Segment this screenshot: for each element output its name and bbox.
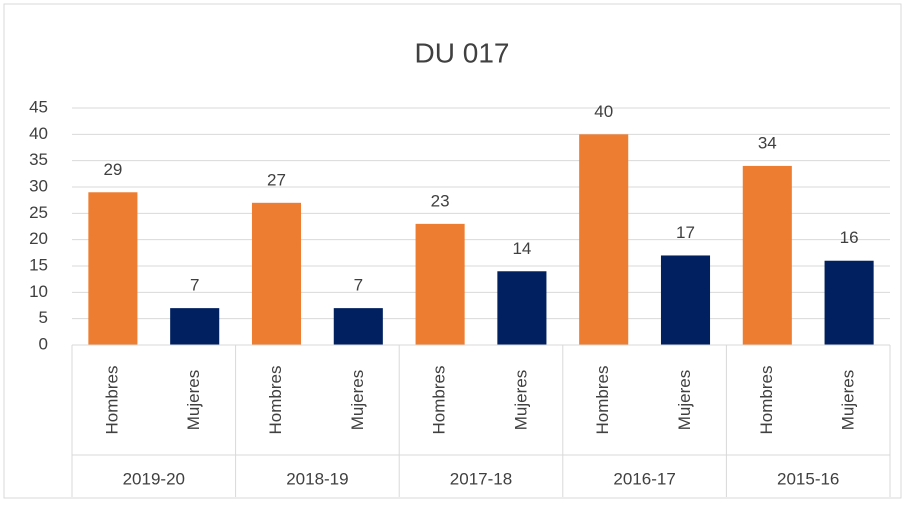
y-tick-label: 5 bbox=[39, 308, 48, 327]
y-tick-label: 30 bbox=[29, 176, 48, 195]
data-label: 17 bbox=[676, 223, 695, 242]
data-label: 29 bbox=[103, 160, 122, 179]
bar bbox=[579, 134, 629, 345]
x-tick-label: Hombres bbox=[266, 366, 285, 435]
bar bbox=[824, 260, 874, 345]
data-label: 34 bbox=[758, 133, 777, 152]
group-label: 2019-20 bbox=[123, 469, 185, 488]
x-tick-label: Mujeres bbox=[511, 370, 530, 430]
x-tick-label: Hombres bbox=[430, 366, 449, 435]
group-label: 2015-16 bbox=[777, 469, 839, 488]
group-label: 2016-17 bbox=[613, 469, 675, 488]
x-tick-label: Mujeres bbox=[184, 370, 203, 430]
data-label: 16 bbox=[840, 228, 859, 247]
y-tick-label: 20 bbox=[29, 229, 48, 248]
data-label: 7 bbox=[354, 276, 363, 295]
x-tick-label: Hombres bbox=[593, 366, 612, 435]
data-label: 23 bbox=[431, 191, 450, 210]
data-label: 27 bbox=[267, 170, 286, 189]
y-tick-label: 45 bbox=[29, 97, 48, 116]
bar bbox=[415, 223, 465, 345]
bar bbox=[742, 165, 792, 345]
data-label: 14 bbox=[512, 239, 531, 258]
data-label: 40 bbox=[594, 102, 613, 121]
y-tick-label: 0 bbox=[39, 334, 48, 353]
chart-title: DU 017 bbox=[415, 37, 510, 68]
x-tick-label: Mujeres bbox=[348, 370, 367, 430]
bar bbox=[251, 202, 302, 345]
bar bbox=[497, 271, 547, 345]
y-tick-label: 15 bbox=[29, 255, 48, 274]
y-tick-label: 10 bbox=[29, 282, 48, 301]
bar bbox=[170, 308, 220, 345]
bar bbox=[333, 308, 383, 345]
x-tick-label: Mujeres bbox=[675, 370, 694, 430]
x-tick-label: Hombres bbox=[102, 366, 121, 435]
bar bbox=[88, 192, 138, 345]
data-label: 7 bbox=[190, 276, 199, 295]
group-label: 2018-19 bbox=[286, 469, 348, 488]
bar bbox=[660, 255, 711, 345]
group-label: 2017-18 bbox=[450, 469, 512, 488]
y-tick-label: 35 bbox=[29, 150, 48, 169]
y-tick-label: 25 bbox=[29, 203, 48, 222]
x-tick-label: Mujeres bbox=[839, 370, 858, 430]
y-tick-label: 40 bbox=[29, 124, 48, 143]
x-tick-label: Hombres bbox=[757, 366, 776, 435]
